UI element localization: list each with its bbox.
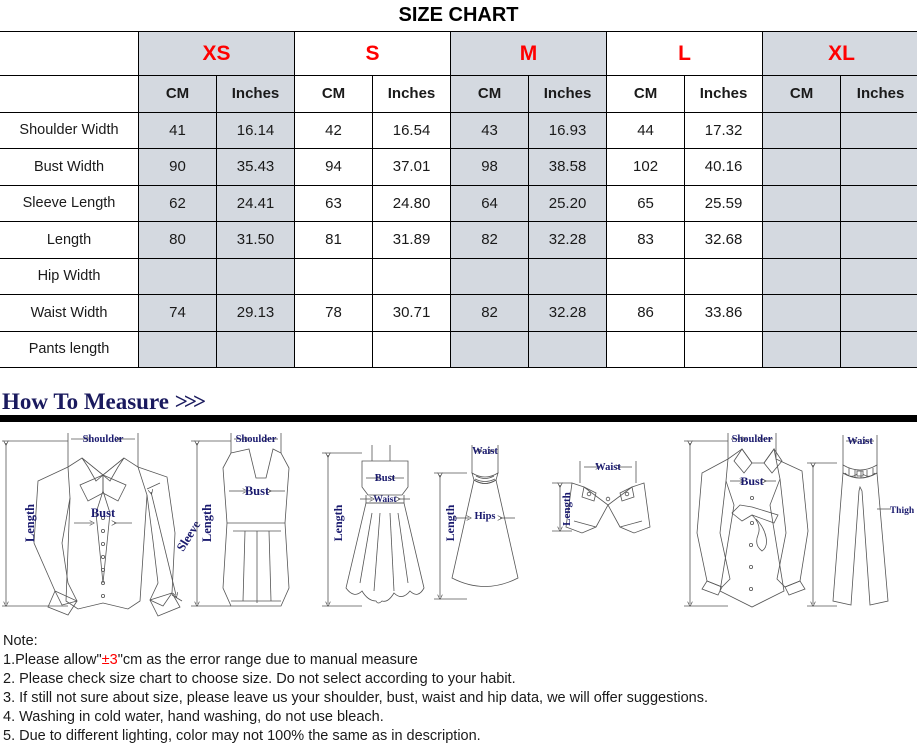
svg-text:Shoulder: Shoulder (83, 434, 124, 445)
svg-text:Waist: Waist (595, 462, 621, 473)
svg-text:Bust: Bust (375, 473, 396, 484)
svg-text:Shoulder: Shoulder (236, 434, 277, 445)
svg-text:Shoulder: Shoulder (732, 434, 773, 445)
svg-text:Length: Length (23, 504, 37, 542)
svg-text:Bust: Bust (740, 474, 763, 488)
svg-text:Bust: Bust (91, 506, 116, 520)
svg-text:Waist: Waist (373, 495, 397, 505)
svg-text:Hips: Hips (474, 511, 495, 522)
svg-text:Length: Length (443, 504, 457, 541)
svg-text:Thigh: Thigh (890, 506, 915, 516)
svg-text:Waist: Waist (472, 446, 498, 457)
svg-text:Bust: Bust (245, 484, 270, 498)
svg-text:Waist: Waist (847, 436, 873, 447)
svg-text:Length: Length (561, 492, 573, 526)
svg-text:Length: Length (331, 504, 345, 541)
svg-text:Length: Length (200, 504, 214, 542)
